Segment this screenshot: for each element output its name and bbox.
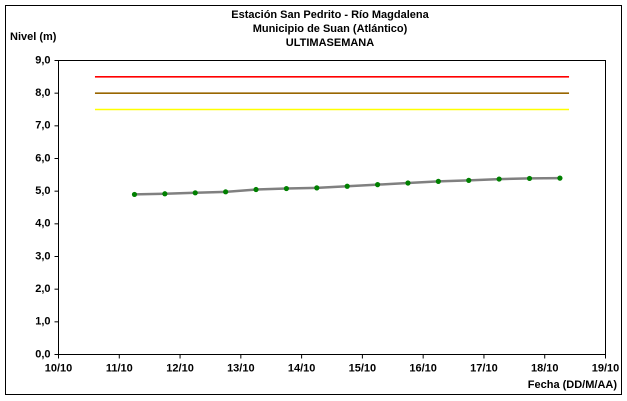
x-tick-label: 10/10: [45, 362, 73, 374]
data-point: [526, 175, 533, 182]
chart-subtitle: ULTIMASEMANA: [286, 37, 374, 49]
x-tick-label: 13/10: [227, 362, 255, 374]
data-point: [223, 189, 229, 195]
y-tick-label: 0,0: [35, 348, 50, 360]
y-tick-label: 8,0: [35, 87, 50, 99]
data-point: [283, 185, 290, 192]
y-axis-label: Nivel (m): [10, 31, 57, 43]
x-tick-label: 19/10: [592, 362, 620, 374]
y-tick-label: 3,0: [35, 250, 50, 262]
data-point: [162, 191, 168, 197]
y-tick-label: 9,0: [35, 54, 50, 66]
data-point: [405, 180, 411, 186]
data-point: [344, 183, 350, 189]
x-tick-label: 16/10: [409, 362, 437, 374]
x-tick-label: 12/10: [166, 362, 194, 374]
x-tick-label: 17/10: [470, 362, 498, 374]
y-tick-label: 4,0: [35, 218, 50, 230]
chart-subtitle: Municipio de Suan (Atlántico): [253, 23, 408, 35]
data-point: [192, 190, 198, 196]
x-tick-label: 18/10: [531, 362, 559, 374]
data-point: [374, 182, 381, 188]
y-tick-label: 1,0: [35, 316, 50, 328]
x-tick-label: 11/10: [106, 362, 133, 374]
data-point: [253, 186, 259, 193]
y-tick-label: 5,0: [35, 185, 50, 197]
plot-area: [58, 60, 606, 355]
data-point: [314, 185, 320, 191]
y-tick-label: 7,0: [35, 120, 50, 132]
chart-title: Estación San Pedrito - Río Magdalena: [231, 9, 429, 21]
data-point: [435, 178, 441, 184]
x-axis-label: Fecha (DD/M/AA): [528, 379, 618, 391]
y-tick-label: 6,0: [35, 152, 50, 164]
data-point: [496, 176, 502, 182]
x-tick-label: 15/10: [349, 362, 377, 374]
data-point: [557, 175, 563, 181]
data-point: [131, 191, 138, 198]
x-tick-label: 14/10: [288, 362, 316, 374]
data-point: [466, 177, 472, 183]
y-tick-label: 2,0: [35, 283, 50, 295]
